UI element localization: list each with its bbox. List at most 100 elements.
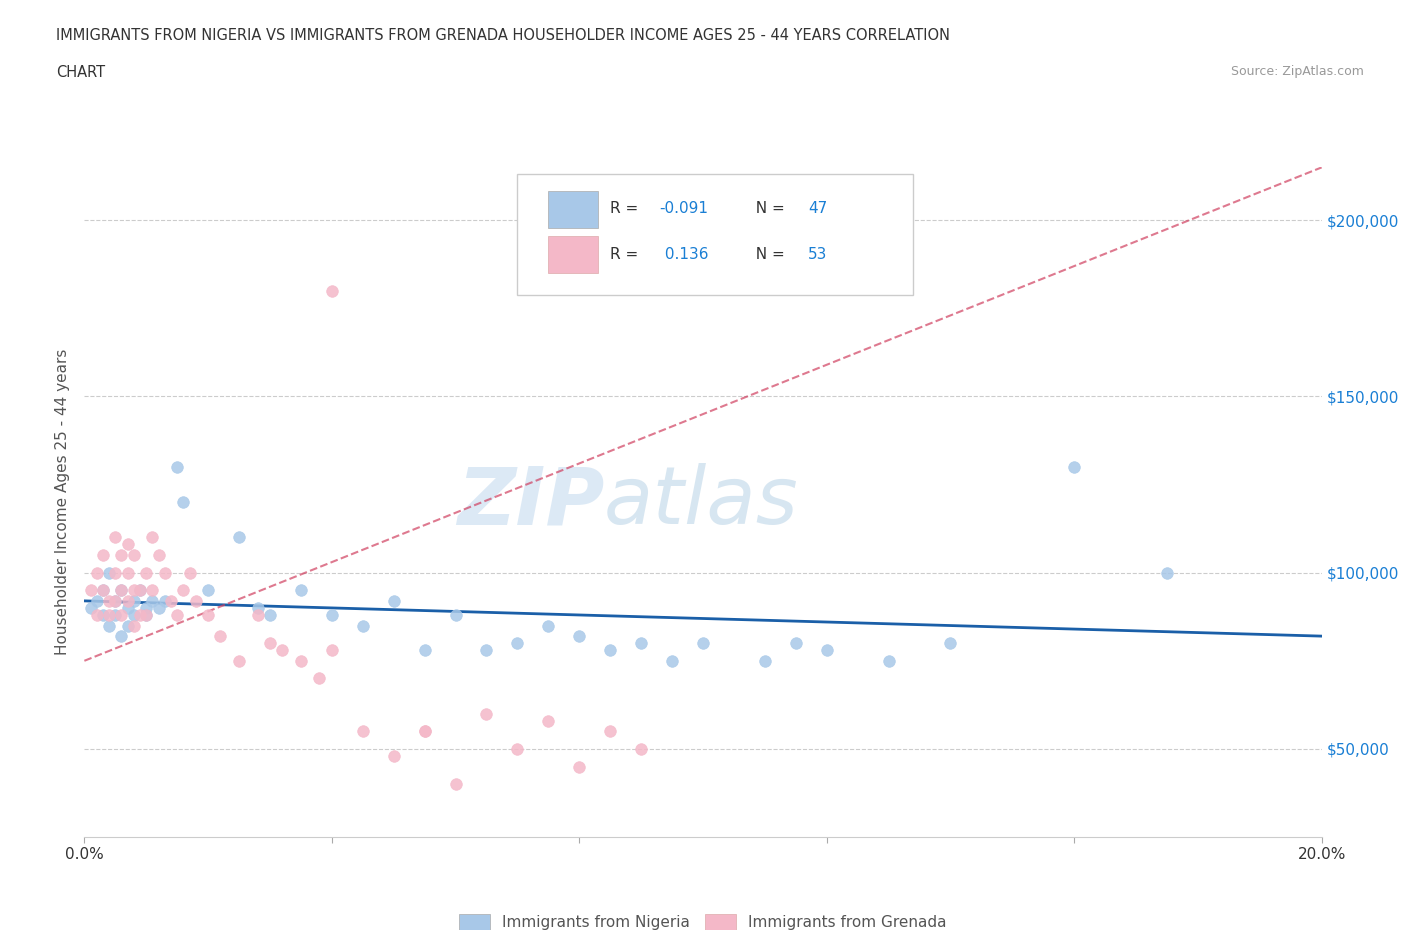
Point (537, 713, 560, 728)
Point (117, 601, 139, 616)
Point (1156, 565, 1178, 580)
Point (135, 565, 157, 580)
Point (630, 636, 652, 651)
Point (129, 583, 152, 598)
Point (228, 654, 250, 669)
Point (160, 593, 183, 608)
Point (148, 601, 170, 616)
Point (475, 643, 498, 658)
Point (129, 607, 152, 622)
Point (98, 618, 121, 633)
Point (661, 654, 683, 669)
Point (86, 607, 108, 622)
Point (141, 583, 163, 598)
Point (172, 583, 194, 598)
Point (104, 593, 127, 608)
Point (754, 654, 776, 669)
Bar (548, 191, 598, 228)
Point (122, 583, 145, 598)
Point (1063, 459, 1085, 474)
Point (122, 593, 145, 608)
Point (413, 724, 436, 738)
Point (91, 607, 114, 622)
Point (166, 459, 188, 474)
Text: N =: N = (747, 202, 790, 217)
Point (141, 593, 163, 608)
Point (86, 593, 108, 608)
Text: 47: 47 (808, 202, 827, 217)
Point (98, 607, 121, 622)
Point (141, 530, 163, 545)
Point (148, 548, 170, 563)
Point (413, 643, 436, 658)
Point (104, 565, 127, 580)
Point (599, 724, 621, 738)
Point (382, 593, 405, 608)
Point (110, 607, 132, 622)
Point (475, 706, 498, 721)
Point (321, 643, 343, 658)
Point (506, 636, 529, 651)
Text: R =: R = (610, 247, 644, 262)
Point (117, 537, 139, 551)
Point (352, 724, 374, 738)
Text: atlas: atlas (605, 463, 799, 541)
Point (110, 583, 132, 598)
Point (228, 530, 250, 545)
Text: 0.136: 0.136 (659, 247, 709, 262)
Point (506, 741, 529, 756)
Point (135, 607, 157, 622)
Point (877, 654, 900, 669)
Point (98, 593, 121, 608)
Point (135, 607, 157, 622)
Point (382, 749, 405, 764)
Point (785, 636, 807, 651)
Point (117, 593, 139, 608)
Bar (548, 236, 598, 273)
Point (86, 565, 108, 580)
FancyBboxPatch shape (517, 174, 914, 295)
Point (184, 593, 207, 608)
Text: -0.091: -0.091 (659, 202, 709, 217)
Point (117, 565, 139, 580)
Point (246, 601, 269, 616)
Text: N =: N = (747, 247, 790, 262)
Point (939, 636, 962, 651)
Point (308, 671, 330, 685)
Point (110, 629, 132, 644)
Text: CHART: CHART (56, 65, 105, 80)
Text: 53: 53 (808, 247, 828, 262)
Point (179, 565, 201, 580)
Point (166, 607, 188, 622)
Point (153, 593, 176, 608)
Point (197, 607, 219, 622)
Point (537, 618, 560, 633)
Point (259, 636, 281, 651)
Point (321, 284, 343, 299)
Point (91, 548, 114, 563)
Point (122, 548, 145, 563)
Point (91, 583, 114, 598)
Point (79, 583, 101, 598)
Point (104, 593, 127, 608)
Point (98, 565, 121, 580)
Text: R =: R = (610, 202, 644, 217)
Point (104, 607, 127, 622)
Point (444, 777, 467, 791)
Point (321, 607, 343, 622)
Point (91, 583, 114, 598)
Point (129, 583, 152, 598)
Point (153, 565, 176, 580)
Point (599, 643, 621, 658)
Point (352, 618, 374, 633)
Point (290, 654, 312, 669)
Point (271, 643, 294, 658)
Point (135, 601, 157, 616)
Point (110, 583, 132, 598)
Point (444, 607, 467, 622)
Legend: Immigrants from Nigeria, Immigrants from Grenada: Immigrants from Nigeria, Immigrants from… (453, 909, 953, 930)
Y-axis label: Householder Income Ages 25 - 44 years: Householder Income Ages 25 - 44 years (55, 349, 70, 656)
Point (413, 724, 436, 738)
Point (117, 618, 139, 633)
Point (104, 530, 127, 545)
